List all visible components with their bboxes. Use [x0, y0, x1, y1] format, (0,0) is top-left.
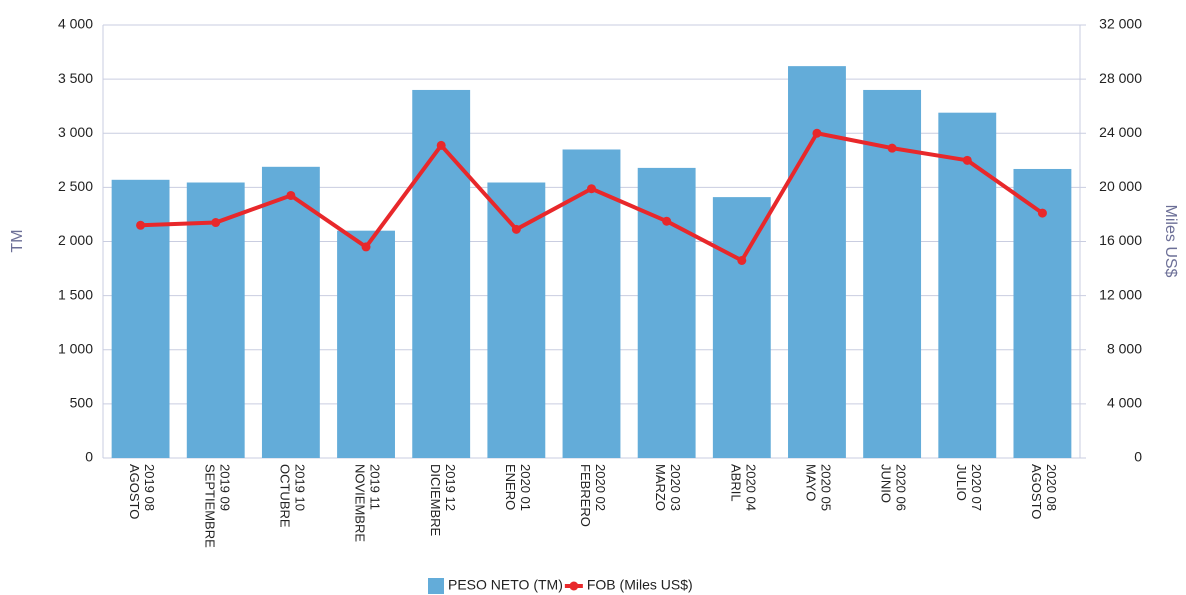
point	[737, 255, 747, 265]
y2-tick-label: 20 000	[1099, 178, 1142, 194]
x-tick-label: 2020 01	[518, 464, 533, 511]
x-tick-label: FEBRERO	[578, 464, 593, 527]
x-tick-label: 2019 11	[368, 464, 383, 510]
bar	[261, 166, 320, 458]
y-tick-label: 4 000	[58, 16, 93, 32]
x-tick-label: JUNIO	[879, 464, 894, 503]
x-tick-label: 2019 08	[142, 464, 157, 511]
bar	[788, 66, 846, 458]
point	[662, 216, 672, 226]
y-tick-label: 500	[70, 395, 94, 411]
x-tick-label: 2019 09	[217, 464, 232, 511]
legend-label: FOB (Miles US$)	[587, 577, 693, 593]
point	[286, 190, 296, 200]
x-tick-label: 2020 03	[668, 464, 683, 511]
point	[361, 242, 371, 252]
bar	[412, 89, 471, 458]
y2-tick-label: 8 000	[1107, 340, 1142, 356]
point	[511, 224, 521, 234]
y-tick-label: 3 000	[58, 124, 93, 140]
y2-tick-label: 24 000	[1099, 124, 1142, 140]
x-tick-label: 2020 06	[894, 464, 909, 511]
y2-tick-label: 0	[1134, 449, 1142, 465]
x-tick-label: JULIO	[954, 464, 969, 501]
bar	[712, 197, 771, 458]
y2-tick-label: 16 000	[1099, 232, 1142, 248]
x-tick-label: 2019 12	[443, 464, 458, 511]
legend-swatch	[428, 578, 444, 594]
point	[211, 218, 221, 228]
point	[436, 140, 446, 150]
x-tick-label: MARZO	[653, 464, 668, 511]
point	[587, 184, 596, 194]
x-tick-label: 2020 07	[969, 464, 984, 511]
x-tick-label: ABRIL	[728, 464, 743, 502]
bar	[487, 182, 546, 458]
y2-tick-label: 28 000	[1099, 70, 1142, 86]
x-tick-label: NOVIEMBRE	[353, 464, 368, 542]
point	[962, 155, 972, 165]
x-tick-label: AGOSTO	[1029, 464, 1044, 519]
bar	[938, 112, 997, 459]
point	[136, 220, 146, 230]
x-tick-label: 2019 10	[292, 464, 307, 511]
x-tick-label: DICIEMBRE	[428, 464, 443, 537]
x-tick-label: AGOSTO	[127, 464, 142, 519]
bar	[637, 167, 696, 458]
y-tick-label: 3 500	[58, 70, 93, 86]
y-tick-label: 0	[85, 449, 93, 465]
bar	[186, 182, 245, 458]
y2-axis-title: Miles US$	[1162, 205, 1179, 278]
point	[812, 128, 822, 138]
x-tick-label: OCTUBRE	[277, 464, 292, 528]
point	[887, 143, 897, 153]
y-axis-title: TM	[9, 229, 26, 252]
bar	[337, 230, 395, 458]
x-tick-label: SEPTIEMBRE	[202, 464, 217, 548]
x-tick-label: 2020 04	[743, 464, 758, 511]
x-tick-label: 2020 08	[1044, 464, 1059, 511]
x-tick-label: MAYO	[804, 464, 819, 501]
y-tick-label: 2 000	[58, 232, 93, 248]
x-tick-label: ENERO	[503, 464, 518, 510]
y-tick-label: 1 500	[58, 286, 93, 302]
y-tick-label: 1 000	[58, 340, 93, 356]
legend-swatch	[569, 581, 579, 591]
y2-tick-label: 12 000	[1099, 286, 1142, 302]
y2-tick-label: 32 000	[1099, 16, 1142, 32]
y-tick-label: 2 500	[58, 178, 93, 194]
x-tick-label: 2020 05	[819, 464, 834, 511]
legend-label: PESO NETO (TM)	[448, 577, 563, 593]
y2-tick-label: 4 000	[1107, 395, 1142, 411]
x-tick-label: 2020 02	[593, 464, 608, 511]
point	[1037, 208, 1047, 218]
